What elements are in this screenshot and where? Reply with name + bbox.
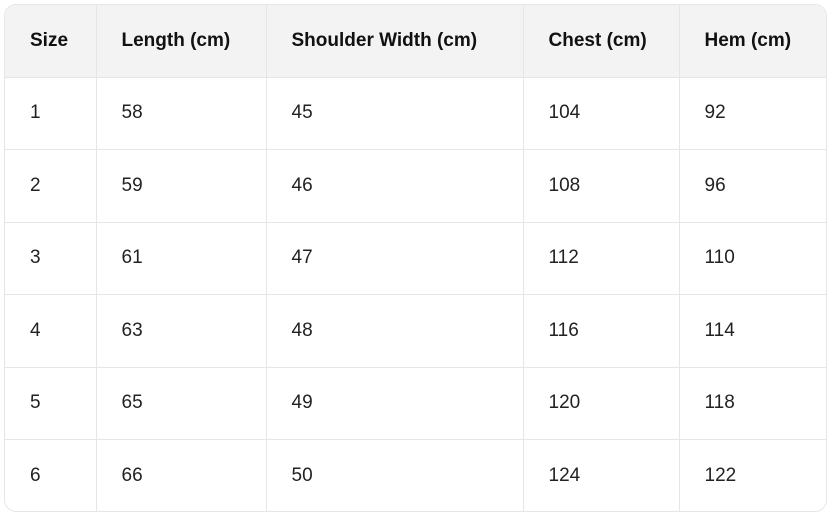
column-header: Hem (cm) <box>679 5 826 78</box>
table-cell: 61 <box>96 222 267 295</box>
table-cell: 59 <box>96 149 267 223</box>
table-cell: 96 <box>679 149 826 223</box>
column-header: Shoulder Width (cm) <box>266 5 524 78</box>
table-cell: 92 <box>679 77 826 150</box>
table-cell: 50 <box>266 439 524 511</box>
table-cell: 58 <box>96 77 267 150</box>
table-cell: 47 <box>266 222 524 295</box>
table-cell: 124 <box>523 439 680 511</box>
table-row: 1 58 45 104 92 <box>5 77 826 150</box>
size-chart-table: Size Length (cm) Shoulder Width (cm) Chest … <box>5 5 826 511</box>
table-header: Size Length (cm) Shoulder Width (cm) Chest … <box>5 5 826 78</box>
table-cell: 49 <box>266 367 524 440</box>
table-body: 1 58 45 104 92 2 59 46 108 96 3 61 47 112 110 4 63 48 116 1… <box>5 77 826 511</box>
table-cell: 45 <box>266 77 524 150</box>
table-cell: 63 <box>96 294 267 368</box>
table-cell: 112 <box>523 222 680 295</box>
header-row: Size Length (cm) Shoulder Width (cm) Chest … <box>5 5 826 78</box>
table-cell: 108 <box>523 149 680 223</box>
column-header: Length (cm) <box>96 5 267 78</box>
table-cell: 65 <box>96 367 267 440</box>
table-row: 4 63 48 116 114 <box>5 294 826 368</box>
size-chart-table-container: Size Length (cm) Shoulder Width (cm) Chest … <box>4 4 827 512</box>
table-cell: 116 <box>523 294 680 368</box>
table-cell: 110 <box>679 222 826 295</box>
table-cell: 118 <box>679 367 826 440</box>
table-cell: 66 <box>96 439 267 511</box>
column-header: Size <box>5 5 97 78</box>
table-row: 6 66 50 124 122 <box>5 439 826 511</box>
table-cell: 5 <box>5 367 97 440</box>
table-cell: 4 <box>5 294 97 368</box>
table-row: 3 61 47 112 110 <box>5 222 826 295</box>
table-row: 2 59 46 108 96 <box>5 149 826 223</box>
table-cell: 114 <box>679 294 826 368</box>
table-cell: 2 <box>5 149 97 223</box>
table-cell: 6 <box>5 439 97 511</box>
table-cell: 104 <box>523 77 680 150</box>
table-cell: 3 <box>5 222 97 295</box>
column-header: Chest (cm) <box>523 5 680 78</box>
table-cell: 48 <box>266 294 524 368</box>
table-row: 5 65 49 120 118 <box>5 367 826 440</box>
table-cell: 122 <box>704 465 737 486</box>
table-cell: 1 <box>5 77 97 150</box>
table-cell: 46 <box>266 149 524 223</box>
table-cell: 120 <box>523 367 680 440</box>
